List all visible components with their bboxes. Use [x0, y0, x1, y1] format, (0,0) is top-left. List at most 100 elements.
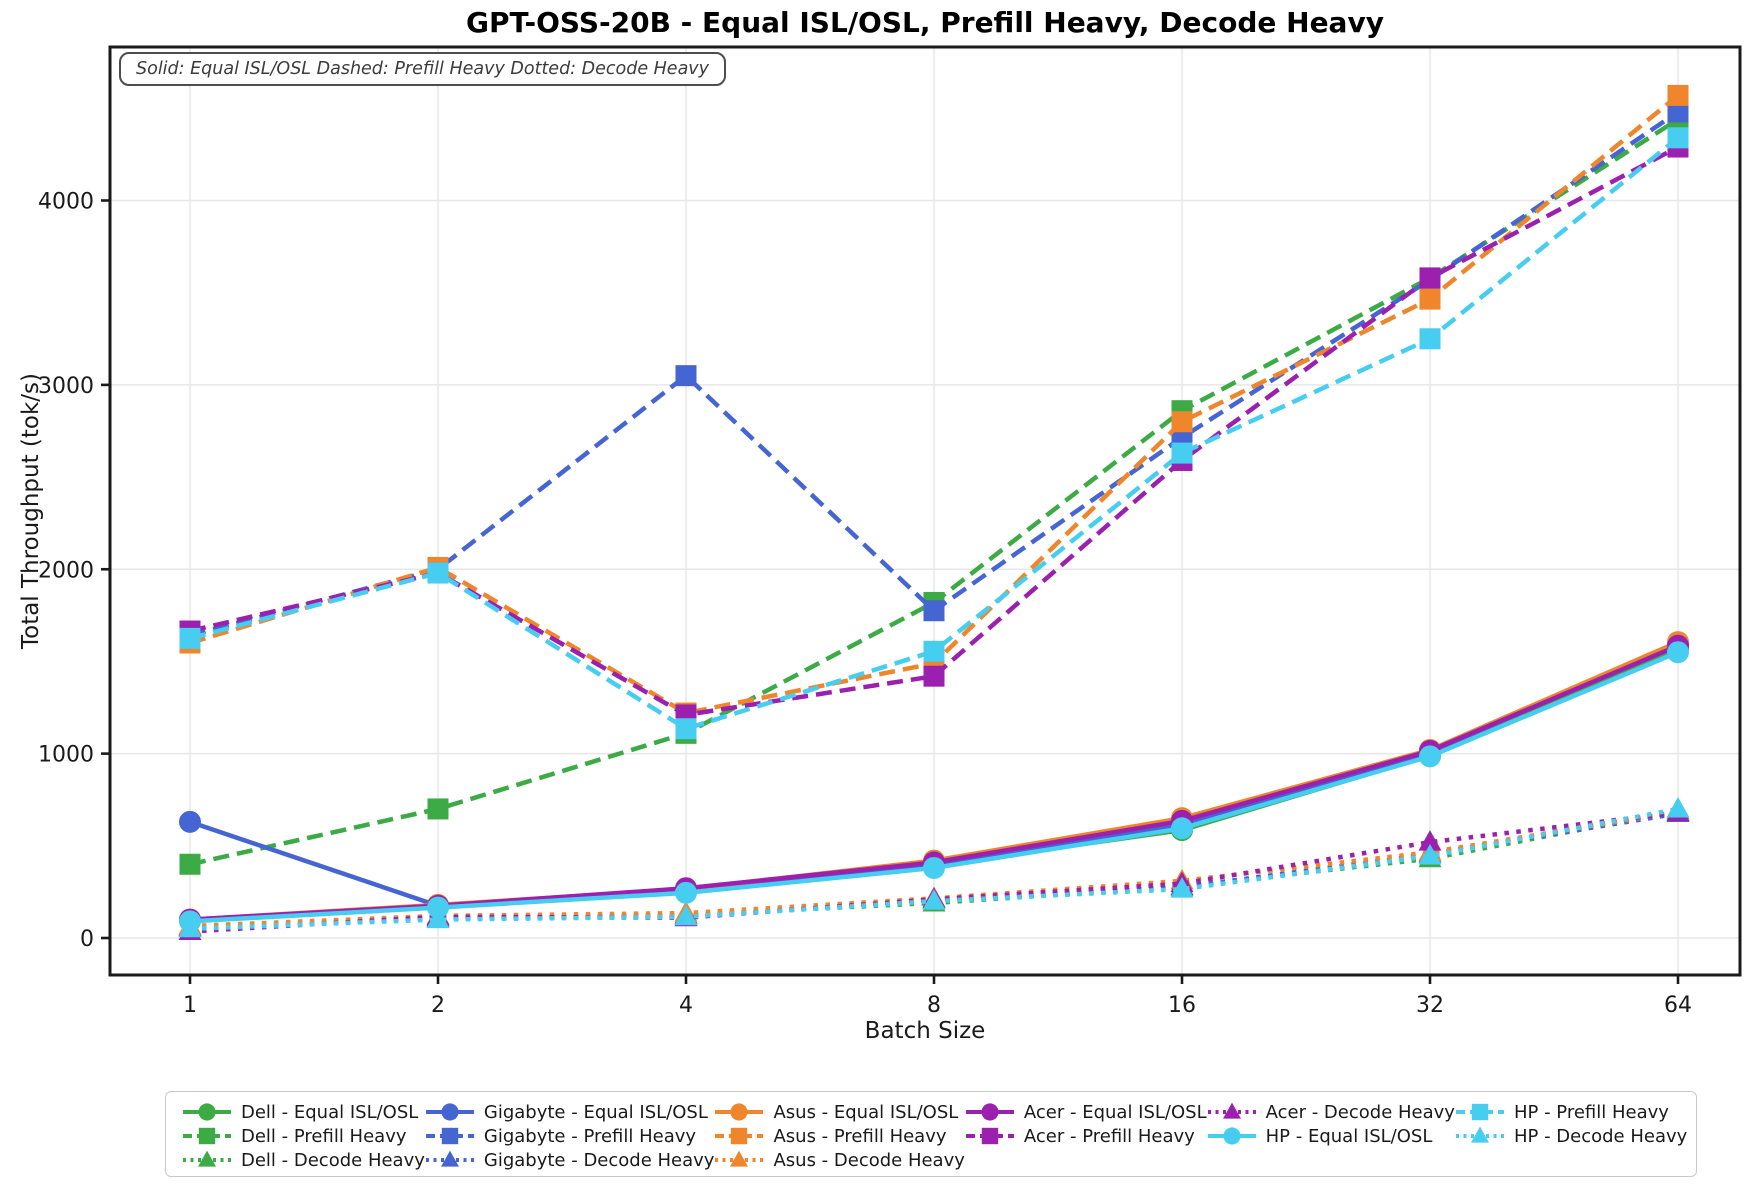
legend-item-label: Gigabyte - Prefill Heavy [483, 1125, 697, 1147]
dashed-square-legend-icon [715, 1127, 764, 1145]
data-point-circle [730, 1103, 749, 1121]
data-point-circle [981, 1103, 999, 1121]
legend-item-label: Acer - Decode Heavy [1265, 1101, 1455, 1123]
data-point-triangle [1170, 877, 1194, 898]
data-point-square [198, 1127, 216, 1145]
dashed-square-legend-icon [183, 1127, 231, 1145]
data-point-triangle [1418, 830, 1442, 851]
legend-item-label: Acer - Equal ISL/OSL [1023, 1101, 1207, 1123]
y-tick-label: 2000 [38, 558, 94, 583]
legend-item-gigabyte-decode-heavy: Gigabyte - Decode Heavy [425, 1149, 715, 1171]
data-point-square [981, 1127, 999, 1145]
data-point-square [675, 718, 697, 740]
data-point-circle [1419, 745, 1441, 768]
data-point-square [1667, 101, 1689, 123]
dotted-triangle-legend-icon [183, 1150, 231, 1167]
legend-item-hp-prefill-heavy: HP - Prefill Heavy [1455, 1101, 1687, 1123]
plot-border [108, 45, 1742, 977]
data-point-triangle [1666, 796, 1690, 818]
solid-circle-legend-icon [425, 1103, 474, 1121]
solid-circle-legend-icon [965, 1103, 1014, 1121]
legend-item-label: Acer - Prefill Heavy [1023, 1125, 1195, 1147]
legend-item-dell-equal-isl-osl: Dell - Equal ISL/OSL [182, 1101, 425, 1123]
legend-item-label: Asus - Decode Heavy [773, 1149, 965, 1171]
data-point-square [675, 365, 697, 387]
data-point-circle [1223, 1127, 1241, 1145]
data-point-triangle [178, 916, 202, 938]
legend-item-asus-equal-isl-osl: Asus - Equal ISL/OSL [714, 1101, 964, 1123]
data-point-triangle [1470, 1126, 1489, 1143]
data-point-square [1471, 1103, 1489, 1121]
data-point-square [427, 562, 449, 584]
data-point-circle [1667, 641, 1689, 664]
data-point-circle [923, 856, 945, 879]
data-point-triangle [674, 904, 698, 926]
legend-item-label: Gigabyte - Equal ISL/OSL [483, 1101, 708, 1123]
legend-item-acer-equal-isl-osl: Acer - Equal ISL/OSL [965, 1101, 1207, 1123]
data-point-triangle [730, 1150, 749, 1167]
data-point-circle [675, 881, 697, 904]
series-hp-decode-heavy [178, 796, 1690, 938]
dotted-triangle-legend-icon [1455, 1126, 1504, 1143]
chart-title: GPT-OSS-20B - Equal ISL/OSL, Prefill Hea… [466, 6, 1384, 39]
dashed-square-legend-icon [1455, 1103, 1504, 1121]
legend-item-label: Dell - Decode Heavy [241, 1149, 425, 1171]
data-point-triangle [198, 1150, 216, 1167]
data-point-square [1667, 84, 1689, 106]
legend-item-label: Dell - Prefill Heavy [241, 1125, 407, 1147]
legend-item-acer-prefill-heavy: Acer - Prefill Heavy [965, 1125, 1207, 1147]
dotted-triangle-legend-icon [1207, 1102, 1256, 1119]
linestyle-key-note: Solid: Equal ISL/OSL Dashed: Prefill Hea… [119, 52, 727, 86]
data-point-circle [441, 1103, 459, 1121]
data-point-triangle [426, 907, 450, 929]
data-point-circle [198, 1103, 216, 1121]
x-tick-label: 2 [431, 993, 445, 1018]
dashed-square-legend-icon [425, 1127, 474, 1145]
legend-column: Gigabyte - Equal ISL/OSL Gigabyte - Prefi… [425, 1101, 715, 1171]
legend: Dell - Equal ISL/OSL Dell - Prefill Heavy… [165, 1091, 1697, 1177]
x-tick-label: 1 [183, 993, 197, 1018]
y-tick-label: 1000 [38, 743, 94, 768]
legend-item-label: Gigabyte - Decode Heavy [483, 1149, 715, 1171]
legend-item-label: Asus - Prefill Heavy [773, 1125, 947, 1147]
x-tick-label: 8 [927, 993, 941, 1018]
data-point-square [1419, 288, 1441, 310]
data-point-circle [179, 810, 201, 833]
legend-item-asus-prefill-heavy: Asus - Prefill Heavy [714, 1125, 964, 1147]
data-point-square [1419, 328, 1441, 350]
y-tick-label: 3000 [38, 374, 94, 399]
x-tick-label: 16 [1168, 993, 1196, 1018]
x-tick-label: 64 [1664, 993, 1692, 1018]
dotted-triangle-legend-icon [425, 1150, 474, 1167]
solid-circle-legend-icon [183, 1103, 231, 1121]
data-point-square [731, 1127, 748, 1145]
x-tick-label: 32 [1416, 993, 1444, 1018]
legend-item-label: Dell - Equal ISL/OSL [241, 1101, 419, 1123]
x-axis-label: Batch Size [864, 1018, 986, 1044]
data-point-square [179, 627, 201, 649]
legend-item-gigabyte-prefill-heavy: Gigabyte - Prefill Heavy [425, 1125, 715, 1147]
y-tick-label: 0 [80, 927, 94, 952]
legend-item-label: HP - Prefill Heavy [1513, 1101, 1669, 1123]
legend-item-asus-decode-heavy: Asus - Decode Heavy [714, 1149, 965, 1171]
legend-item-hp-equal-isl-osl: HP - Equal ISL/OSL [1207, 1125, 1455, 1147]
x-tick-label: 4 [679, 993, 693, 1018]
data-point-triangle [440, 1150, 459, 1167]
legend-column: Asus - Equal ISL/OSL Asus - Prefill Heavy… [714, 1101, 965, 1171]
legend-item-label: Asus - Equal ISL/OSL [773, 1101, 959, 1123]
data-point-triangle [1418, 843, 1442, 865]
data-point-square [1171, 442, 1193, 464]
y-axis-label: Total Throughput (tok/s) [18, 372, 44, 650]
data-point-square [1667, 127, 1689, 149]
legend-item-gigabyte-equal-isl-osl: Gigabyte - Equal ISL/OSL [425, 1101, 715, 1123]
data-point-square [923, 640, 945, 662]
series-hp-prefill-heavy [179, 127, 1689, 740]
data-point-triangle [1222, 1102, 1241, 1119]
legend-column: HP - Prefill Heavy HP - Decode Heavy [1455, 1101, 1687, 1147]
solid-circle-legend-icon [1207, 1127, 1256, 1145]
data-point-square [441, 1127, 459, 1145]
legend-item-label: HP - Equal ISL/OSL [1265, 1125, 1433, 1147]
data-point-square [179, 853, 201, 875]
legend-column: Acer - Decode Heavy HP - Equal ISL/OSL [1207, 1101, 1455, 1147]
